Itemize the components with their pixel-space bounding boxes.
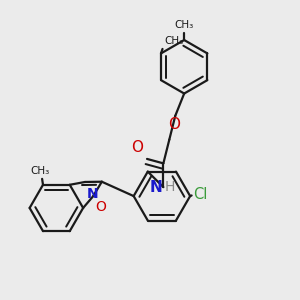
Text: O: O (131, 140, 143, 155)
Text: N: N (86, 187, 98, 201)
Text: CH₃: CH₃ (30, 166, 50, 176)
Text: O: O (96, 200, 106, 214)
Text: CH₃: CH₃ (164, 36, 183, 46)
Text: N: N (149, 180, 162, 195)
Text: CH₃: CH₃ (175, 20, 194, 30)
Text: O: O (168, 117, 180, 132)
Text: Cl: Cl (193, 187, 208, 202)
Text: H: H (165, 180, 175, 194)
